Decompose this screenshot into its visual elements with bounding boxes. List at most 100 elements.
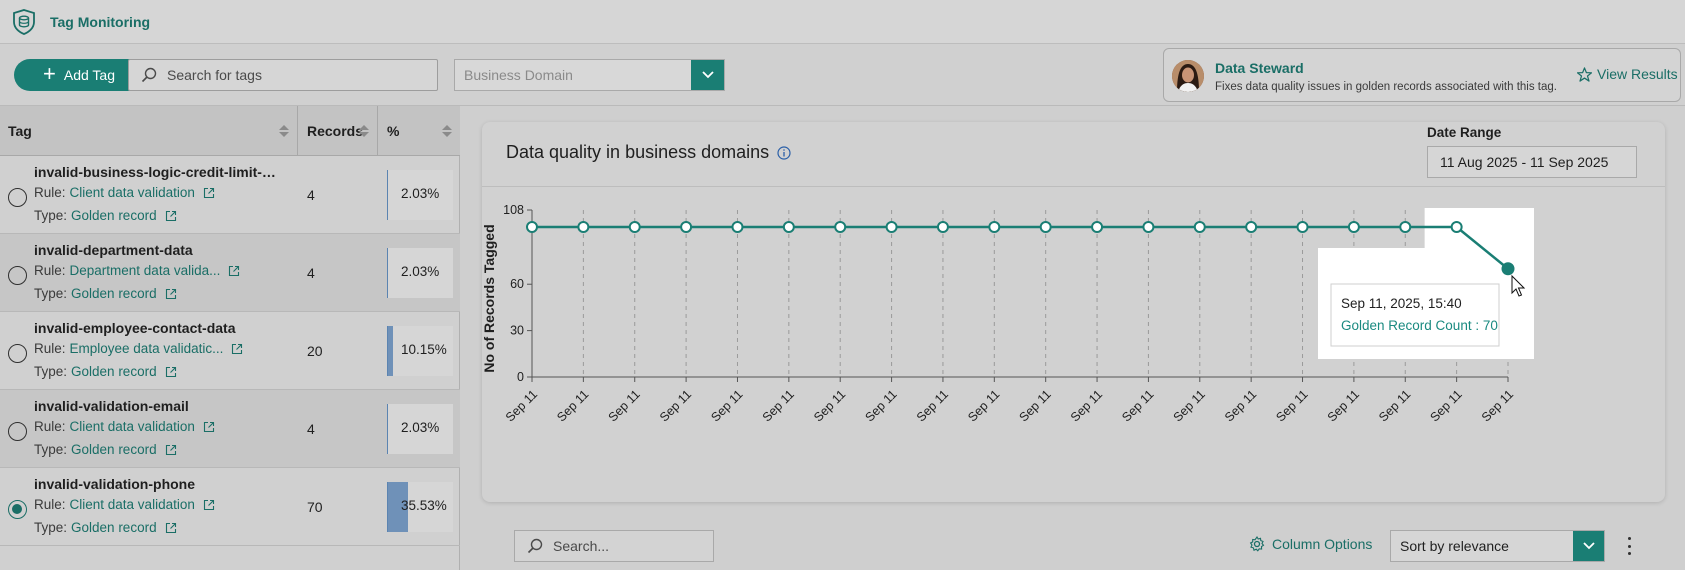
more-options-icon[interactable] xyxy=(1622,536,1636,556)
add-tag-label: Add Tag xyxy=(63,67,115,83)
percent-bar: 2.03% xyxy=(387,170,453,220)
app-header: Tag Monitoring xyxy=(0,0,1685,44)
tag-rule: Rule: Employee data validatic... xyxy=(34,341,243,356)
external-link-icon xyxy=(165,366,176,377)
column-options-button[interactable]: Column Options xyxy=(1249,536,1372,552)
x-tick-label: Sep 11 xyxy=(1325,387,1362,424)
x-tick-label: Sep 11 xyxy=(914,387,951,424)
rule-link[interactable]: Client data validation xyxy=(69,185,195,200)
tooltip-value: Golden Record Count : 70 xyxy=(1341,318,1498,333)
external-link-icon xyxy=(232,343,243,354)
percent-value: 2.03% xyxy=(401,264,440,279)
x-tick-label: Sep 11 xyxy=(503,387,540,424)
panel-divider xyxy=(482,186,1665,187)
chart-tooltip xyxy=(1330,283,1500,347)
x-tick-label: Sep 11 xyxy=(811,387,848,424)
line-chart: Sep 11 Sep 11 Sep 11 Sep 11 Sep 11 Sep 11 Sep … xyxy=(482,203,1534,424)
rule-link[interactable]: Department data valida... xyxy=(69,263,221,278)
x-tick-label: Sep 11 xyxy=(657,387,694,424)
chevron-down-icon[interactable] xyxy=(691,60,724,90)
type-link[interactable]: Golden record xyxy=(71,208,157,223)
gear-icon xyxy=(1249,536,1265,552)
tag-type: Type: Golden record xyxy=(34,208,177,223)
info-icon[interactable] xyxy=(777,145,791,160)
data-point xyxy=(1091,221,1104,234)
external-link-icon xyxy=(203,187,214,198)
x-tick-label: Sep 11 xyxy=(1273,387,1310,424)
x-tick-label: Sep 11 xyxy=(1222,387,1259,424)
rule-link[interactable]: Client data validation xyxy=(69,497,195,512)
data-point xyxy=(1193,221,1206,234)
tag-search-placeholder: Search for tags xyxy=(167,67,262,83)
tooltip-title: Sep 11, 2025, 15:40 xyxy=(1341,296,1462,311)
row-radio-button[interactable] xyxy=(8,266,27,285)
results-search-placeholder: Search... xyxy=(553,538,610,554)
rule-link[interactable]: Client data validation xyxy=(69,419,195,434)
tag-name: invalid-department-data xyxy=(34,242,193,258)
y-tick-label: 0 xyxy=(517,370,524,384)
table-row[interactable]: invalid-validation-email Rule: Client data… xyxy=(0,390,460,468)
type-link[interactable]: Golden record xyxy=(71,520,157,535)
data-point xyxy=(1450,221,1463,234)
row-radio-button[interactable] xyxy=(8,422,27,441)
external-link-icon xyxy=(165,522,176,533)
add-tag-button[interactable]: + Add Tag xyxy=(14,59,144,91)
data-point xyxy=(1039,221,1052,234)
tag-type: Type: Golden record xyxy=(34,286,177,301)
column-header-tag[interactable]: Tag xyxy=(0,106,298,156)
table-row[interactable]: invalid-employee-contact-data Rule: Employ… xyxy=(0,312,460,390)
search-icon xyxy=(141,67,157,83)
sort-icon xyxy=(442,125,452,137)
type-link[interactable]: Golden record xyxy=(71,364,157,379)
data-point xyxy=(988,221,1001,234)
column-header-percent[interactable]: % xyxy=(378,106,460,156)
rule-link[interactable]: Employee data validatic... xyxy=(69,341,224,356)
data-point xyxy=(526,221,538,234)
type-prefix: Type: xyxy=(34,208,68,223)
percent-value: 10.15% xyxy=(401,342,447,357)
table-row[interactable]: invalid-department-data Rule: Department d… xyxy=(0,234,460,312)
avatar xyxy=(1172,60,1204,92)
sort-select[interactable]: Sort by relevance xyxy=(1390,530,1605,562)
percent-bar: 2.03% xyxy=(387,248,453,298)
type-link[interactable]: Golden record xyxy=(71,442,157,457)
row-radio-button[interactable] xyxy=(8,500,27,519)
data-point xyxy=(680,221,693,234)
external-link-icon xyxy=(165,210,176,221)
table-header: Tag Records % xyxy=(0,106,460,156)
table-row[interactable]: invalid-validation-phone Rule: Client data… xyxy=(0,468,460,546)
x-tick-label: Sep 11 xyxy=(606,387,643,424)
series-line xyxy=(532,225,1509,270)
sort-icon xyxy=(279,125,289,137)
tag-search-input[interactable]: Search for tags xyxy=(128,59,438,91)
row-radio-button[interactable] xyxy=(8,344,27,363)
chevron-down-icon[interactable] xyxy=(1573,531,1604,561)
view-results-link[interactable]: View Results xyxy=(1577,66,1678,82)
column-options-label: Column Options xyxy=(1272,536,1373,552)
column-header-records[interactable]: Records xyxy=(298,106,378,156)
type-prefix: Type: xyxy=(34,520,68,535)
row-radio-button[interactable] xyxy=(8,188,27,207)
toolbar: + Add Tag Search for tags Business Domai… xyxy=(0,44,1685,106)
date-range-input[interactable]: 11 Aug 2025 - 11 Sep 2025 xyxy=(1427,146,1637,178)
y-tick-label: 108 xyxy=(503,203,524,217)
type-prefix: Type: xyxy=(34,442,68,457)
tag-type: Type: Golden record xyxy=(34,442,177,457)
data-point xyxy=(1501,262,1515,276)
table-row[interactable]: invalid-business-logic-credit-limit-mis.… xyxy=(0,156,460,234)
type-link[interactable]: Golden record xyxy=(71,286,157,301)
x-tick-label: Sep 11 xyxy=(1479,387,1516,424)
panel-title: Data quality in business domains xyxy=(506,142,791,163)
mouse-cursor-icon xyxy=(1511,274,1526,297)
data-point xyxy=(782,221,795,234)
y-tick-label: 30 xyxy=(510,324,524,338)
external-link-icon xyxy=(203,421,214,432)
search-icon xyxy=(527,538,543,554)
rule-prefix: Rule: xyxy=(34,341,66,356)
tag-name: invalid-validation-email xyxy=(34,398,189,414)
results-search-input[interactable]: Search... xyxy=(514,530,714,562)
x-tick-label: Sep 11 xyxy=(708,387,745,424)
business-domain-placeholder: Business Domain xyxy=(464,67,573,83)
business-domain-select[interactable]: Business Domain xyxy=(454,59,725,91)
data-point xyxy=(1399,221,1412,234)
